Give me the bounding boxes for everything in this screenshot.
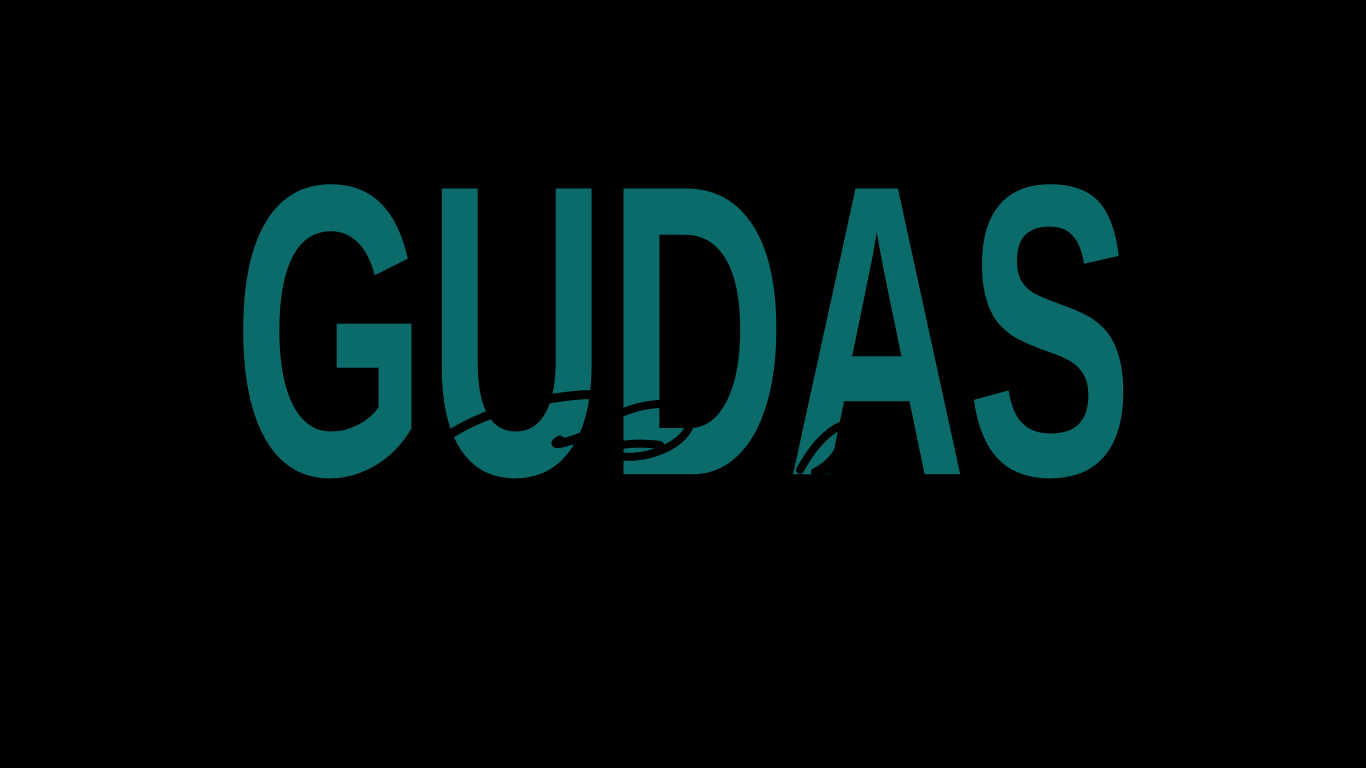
- script-loop-center: [606, 399, 696, 461]
- script-signature-mark: [423, 390, 884, 476]
- script-stroke-right: [796, 421, 884, 476]
- script-swash-left: [423, 390, 622, 457]
- logo-wordmark: GUDAS: [233, 100, 1133, 563]
